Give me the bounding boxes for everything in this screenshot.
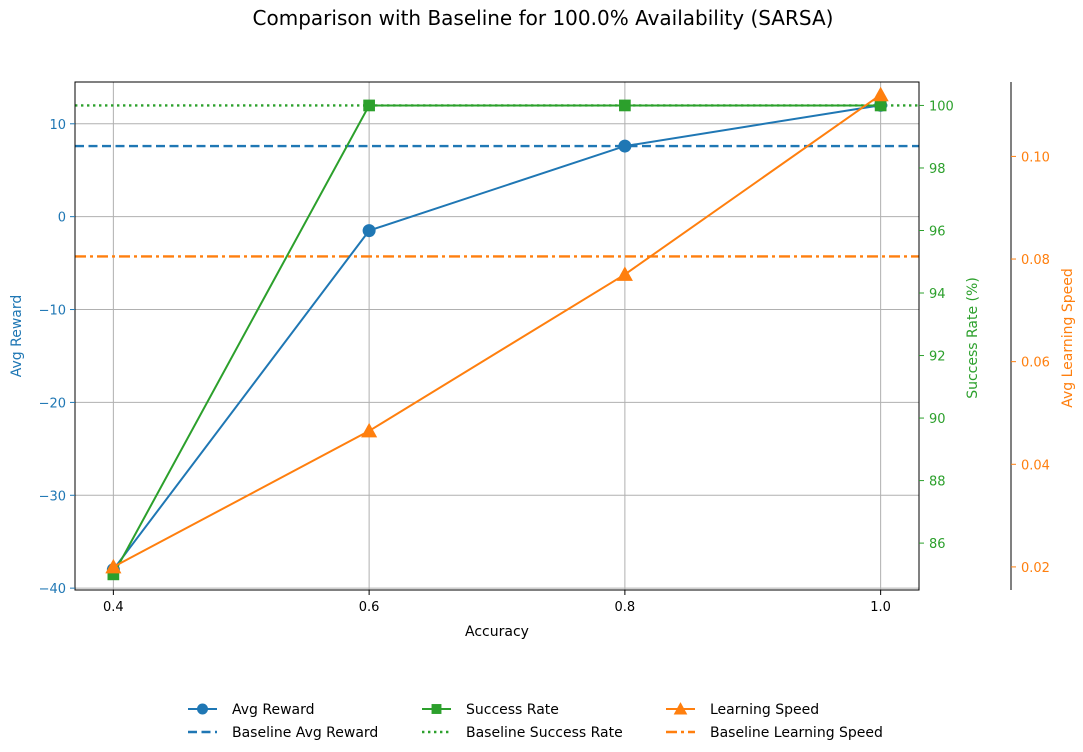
- legend-label: Avg Reward: [232, 702, 315, 718]
- y-axis-right-success: 86 88 90 92 94 96 98 100: [919, 99, 954, 552]
- y-right1-tick-label: 86: [929, 537, 946, 552]
- data-point: [361, 422, 378, 438]
- x-tick-label: 0.8: [615, 600, 636, 615]
- y-right1-tick-label: 90: [929, 412, 946, 427]
- y-right1-tick-label: 92: [929, 350, 946, 365]
- grid: [75, 82, 919, 590]
- y-right1-tick-label: 96: [929, 224, 946, 239]
- x-axis-label: Accuracy: [465, 624, 529, 640]
- y-right2-tick-label: 0.10: [1021, 150, 1050, 165]
- legend-label: Baseline Learning Speed: [710, 725, 883, 741]
- y-axis-right-speed: 0.02 0.04 0.06 0.08 0.10: [1010, 82, 1050, 590]
- series-line: [112, 94, 882, 568]
- data-point: [105, 558, 122, 574]
- y-left-tick-label: −40: [39, 582, 66, 597]
- y-right2-tick-label: 0.06: [1021, 356, 1050, 371]
- data-point: [362, 224, 376, 238]
- x-tick-label: 1.0: [870, 600, 891, 615]
- data-point: [618, 139, 632, 153]
- plot-frame: [74, 81, 920, 591]
- data-point: [874, 99, 887, 112]
- series-line: [112, 104, 881, 571]
- data-point: [363, 99, 375, 112]
- y-right1-tick-label: 100: [929, 99, 954, 114]
- series-lines: [105, 86, 889, 581]
- chart-title: Comparison with Baseline for 100.0% Avai…: [253, 6, 834, 30]
- legend: Avg Reward Baseline Avg Reward Success Rat…: [188, 702, 883, 741]
- y-axis-label-left: Avg Reward: [9, 295, 25, 378]
- series-line: [112, 104, 881, 575]
- y-left-tick-label: −10: [39, 304, 66, 319]
- y-right1-tick-label: 88: [929, 475, 946, 490]
- y-left-tick-label: −20: [39, 396, 66, 411]
- data-point: [616, 266, 633, 281]
- y-axis-label-success: Success Rate (%): [965, 277, 981, 399]
- y-left-tick-label: −30: [39, 489, 66, 504]
- y-axis-left: −40 −30 −20 −10 0 10: [39, 118, 75, 597]
- x-tick-label: 0.6: [359, 600, 380, 615]
- y-left-tick-label: 10: [49, 118, 66, 133]
- x-axis: 0.4 0.6 0.8 1.0: [103, 590, 891, 615]
- y-right2-tick-label: 0.08: [1021, 253, 1050, 268]
- y-right1-tick-label: 98: [929, 162, 946, 177]
- legend-marker: [197, 703, 208, 715]
- legend-marker: [673, 702, 688, 715]
- legend-label: Baseline Avg Reward: [232, 725, 378, 741]
- legend-label: Baseline Success Rate: [466, 725, 623, 741]
- y-right2-tick-label: 0.02: [1021, 561, 1050, 576]
- legend-label: Success Rate: [466, 702, 559, 718]
- baselines: [75, 104, 919, 258]
- y-left-tick-label: 0: [58, 211, 66, 226]
- data-point: [872, 86, 889, 102]
- data-point: [107, 568, 120, 581]
- y-right2-tick-label: 0.04: [1021, 458, 1050, 473]
- x-tick-label: 0.4: [103, 600, 124, 615]
- y-right1-tick-label: 94: [929, 287, 946, 302]
- legend-marker: [431, 704, 442, 714]
- data-point: [619, 99, 631, 112]
- y-axis-label-speed: Avg Learning Speed: [1060, 268, 1076, 408]
- legend-label: Learning Speed: [710, 702, 819, 718]
